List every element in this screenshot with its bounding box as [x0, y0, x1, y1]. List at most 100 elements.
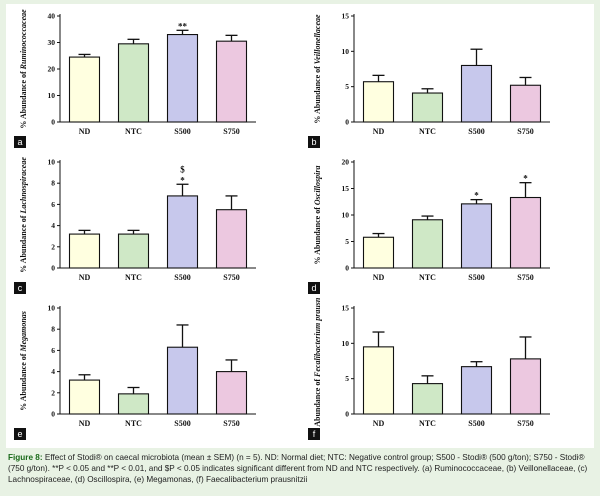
- panel-b: % Abundance of Veillonellaceae 0 5 10 15 ND NT…: [308, 6, 568, 148]
- y-tick-label: 10: [342, 47, 350, 56]
- chart-f: % Abundance of Fecalibacterium prausnitz…: [313, 298, 550, 436]
- panel-letter: f: [308, 428, 320, 440]
- bar-s750: [509, 84, 542, 123]
- caption-text: Effect of Stodi® on caecal microbiota (m…: [8, 453, 588, 484]
- y-axis-title: % Abundance of Fecalibacterium prausnitz…: [313, 298, 322, 436]
- y-axis-title: % Abundance of Ruminococcaceae: [19, 9, 28, 129]
- y-tick-label: 2: [51, 242, 55, 251]
- y-tick-label: 20: [342, 158, 350, 167]
- x-tick-label: S500: [468, 127, 484, 136]
- y-axis-title: % Abundance of Veillonellaceae: [313, 14, 322, 124]
- panel-letter: e: [14, 428, 26, 440]
- y-tick-label: 4: [51, 367, 55, 376]
- y-axis-title: % Abundance of Lachnospiraceae: [19, 157, 28, 273]
- significance-mark-secondary: $: [180, 164, 185, 174]
- y-tick-label: 2: [51, 388, 55, 397]
- y-tick-label: 4: [51, 221, 55, 230]
- y-tick-label: 15: [342, 12, 350, 21]
- x-tick-label: S500: [174, 127, 190, 136]
- figure-frame: % Abundance of Ruminococcaceae 0 10 20 30 40 N…: [6, 4, 594, 448]
- y-axis-title: % Abundance of Megamonas: [19, 311, 28, 411]
- chart-a: % Abundance of Ruminococcaceae 0 10 20 30 40 N…: [19, 9, 256, 136]
- x-tick-label: ND: [373, 419, 385, 428]
- x-tick-label: ND: [79, 419, 91, 428]
- y-tick-label: 10: [48, 91, 56, 100]
- panel-letter: d: [308, 282, 320, 294]
- significance-mark: *: [474, 191, 479, 201]
- significance-mark: **: [178, 21, 188, 31]
- y-tick-label: 0: [345, 410, 349, 419]
- y-tick-label: 0: [51, 118, 55, 127]
- x-tick-label: ND: [373, 127, 385, 136]
- chart-b: % Abundance of Veillonellaceae 0 5 10 15 ND NT…: [313, 12, 550, 136]
- figure-caption: Figure 8: Effect of Stodi® on caecal mic…: [8, 452, 594, 485]
- x-tick-label: S750: [517, 273, 533, 282]
- bar-s500: [166, 33, 199, 123]
- y-axis-title: % Abundance of Oscillospira: [313, 166, 322, 265]
- y-tick-label: 8: [51, 179, 55, 188]
- bar-s500: [460, 203, 493, 269]
- significance-mark: *: [523, 174, 528, 184]
- bar-s500: [166, 346, 199, 415]
- y-tick-label: 8: [51, 325, 55, 334]
- x-tick-label: S500: [174, 419, 190, 428]
- y-tick-label: 5: [345, 374, 349, 383]
- bar-ntc: [411, 383, 444, 415]
- y-tick-label: 5: [345, 82, 349, 91]
- chart-c: % Abundance of Lachnospiraceae 0 2 4 6 8 10 ND N…: [19, 157, 256, 282]
- bar-ntc: [117, 393, 150, 415]
- y-tick-label: 0: [51, 410, 55, 419]
- bar-ntc: [411, 219, 444, 269]
- x-tick-label: NTC: [419, 127, 436, 136]
- x-tick-label: S750: [517, 419, 533, 428]
- bar-nd: [68, 379, 101, 415]
- panel-f: % Abundance of Fecalibacterium prausnitz…: [308, 298, 568, 440]
- panel-c: % Abundance of Lachnospiraceae 0 2 4 6 8 10 ND N…: [14, 152, 274, 294]
- bar-s750: [509, 196, 542, 269]
- y-tick-label: 15: [342, 184, 350, 193]
- bar-nd: [68, 233, 101, 269]
- bar-s500: [460, 64, 493, 123]
- x-tick-label: S500: [468, 273, 484, 282]
- panel-e: % Abundance of Megamonas 0 2 4 6 8 10 ND NTC S500…: [14, 298, 274, 440]
- x-tick-label: S750: [517, 127, 533, 136]
- bar-s750: [509, 358, 542, 415]
- bar-s750: [215, 371, 248, 415]
- y-tick-label: 10: [48, 158, 56, 167]
- y-tick-label: 10: [48, 304, 56, 313]
- y-tick-label: 40: [48, 12, 56, 21]
- bar-ntc: [117, 43, 150, 123]
- x-tick-label: S750: [223, 419, 239, 428]
- x-tick-label: S500: [174, 273, 190, 282]
- y-tick-label: 6: [51, 346, 55, 355]
- bar-ntc: [117, 233, 150, 269]
- x-tick-label: NTC: [125, 127, 142, 136]
- bar-s500: [460, 366, 493, 415]
- y-tick-label: 6: [51, 200, 55, 209]
- panel-letter: b: [308, 136, 320, 148]
- x-tick-label: NTC: [125, 419, 142, 428]
- bar-nd: [362, 236, 395, 269]
- x-tick-label: NTC: [419, 419, 436, 428]
- y-tick-label: 15: [342, 304, 350, 313]
- x-tick-label: ND: [79, 127, 91, 136]
- chart-e: % Abundance of Megamonas 0 2 4 6 8 10 ND NTC S500…: [19, 304, 256, 428]
- y-tick-label: 0: [345, 118, 349, 127]
- bar-s500: [166, 195, 199, 269]
- bar-nd: [68, 56, 101, 123]
- caption-label: Figure 8:: [8, 453, 43, 462]
- panel-letter: a: [14, 136, 26, 148]
- x-tick-label: S500: [468, 419, 484, 428]
- y-tick-label: 10: [342, 211, 350, 220]
- x-tick-label: S750: [223, 127, 239, 136]
- panel-letter: c: [14, 282, 26, 294]
- x-tick-label: ND: [373, 273, 385, 282]
- y-tick-label: 20: [48, 65, 56, 74]
- bar-ntc: [411, 92, 444, 123]
- x-tick-label: ND: [79, 273, 91, 282]
- y-tick-label: 5: [345, 237, 349, 246]
- x-tick-label: S750: [223, 273, 239, 282]
- y-tick-label: 10: [342, 339, 350, 348]
- x-tick-label: NTC: [419, 273, 436, 282]
